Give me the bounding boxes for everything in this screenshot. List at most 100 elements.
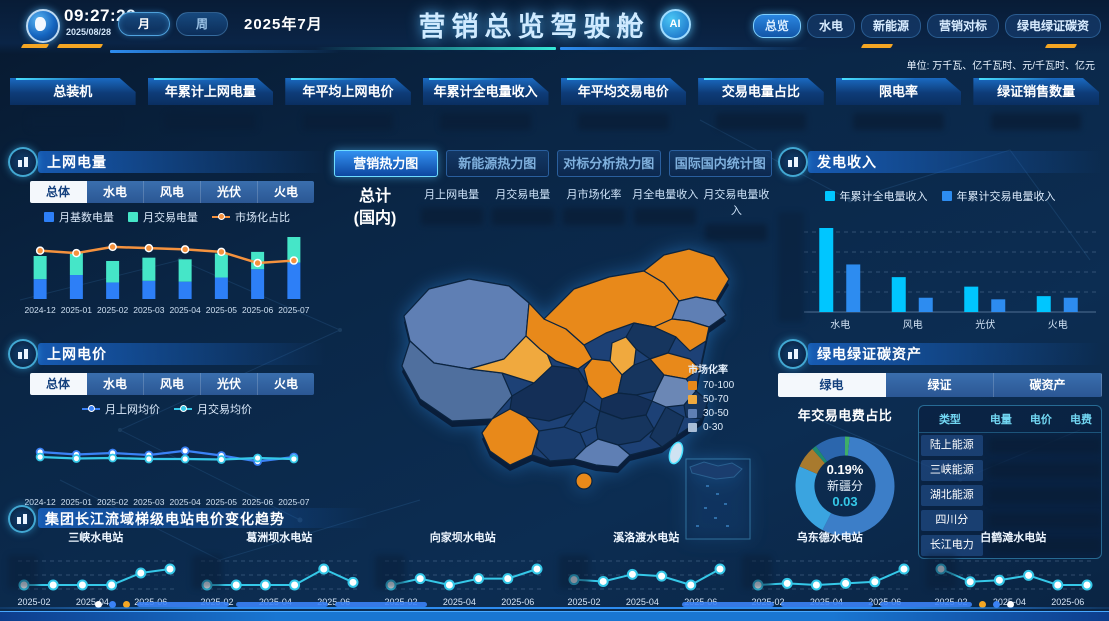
tab-benchmark-heatmap[interactable]: 对标分析热力图	[557, 150, 661, 177]
metric-grid-energy: 月上网电量	[416, 186, 487, 225]
pager-dot[interactable]	[95, 601, 102, 608]
kpi-total-capacity[interactable]: 总装机	[10, 78, 136, 105]
energy-legend: 月基数电量 月交易电量 市场化占比	[8, 209, 326, 225]
kpi-row: 总装机 年累计上网电量 年平均上网电价 年累计全电量收入 年平均交易电价 交易电…	[10, 78, 1099, 105]
svg-text:水电: 水电	[830, 318, 850, 331]
nav-tab-newenergy[interactable]: 新能源	[860, 14, 921, 38]
panel-header-strip	[38, 343, 326, 365]
units-note: 单位: 万千瓦、亿千瓦时、元/千瓦时、亿元	[906, 61, 1095, 72]
green-assets-table[interactable]: 类型 电量 电价 电费 陆上能源 三峡能源 湖北能源 四川分 长江电力 新疆分	[918, 405, 1102, 559]
pager-dash[interactable]	[335, 602, 427, 607]
tab-price-total[interactable]: 总体	[30, 373, 87, 395]
kpi-avg-trade-price[interactable]: 年平均交易电价	[561, 78, 687, 105]
green-tabs: 绿电 绿证 碳资产	[778, 373, 1102, 397]
tab-energy-wind[interactable]: 风电	[144, 181, 201, 203]
trade-fee-donut-chart[interactable]	[789, 430, 901, 542]
table-row[interactable]: 陆上能源	[919, 433, 1101, 458]
tab-energy-solar[interactable]: 光伏	[201, 181, 258, 203]
market-rate-legend: 市场化率 70-100 50-70 30-50 0-30	[688, 365, 735, 433]
pager-right[interactable]	[682, 601, 1014, 608]
period-month-button[interactable]: 月	[118, 12, 170, 36]
kpi-avg-grid-price[interactable]: 年平均上网电价	[285, 78, 411, 105]
china-choropleth-map[interactable]	[334, 241, 772, 543]
donut-center-label: 0.19% 新疆分 0.03	[826, 462, 864, 509]
south-china-sea-inset	[685, 458, 751, 540]
tab-energy-total[interactable]: 总体	[30, 181, 87, 203]
price-legend: 月上网均价 月交易均价	[8, 401, 326, 417]
svg-text:2025-03: 2025-03	[133, 305, 164, 315]
panel-title: 上网电量	[47, 154, 107, 170]
table-row[interactable]: 三峡能源	[919, 458, 1101, 483]
kpi-trade-ratio[interactable]: 交易电量占比	[698, 78, 824, 105]
pager-dot[interactable]	[993, 601, 1000, 608]
legend-swatch	[44, 212, 54, 222]
panel-title: 绿电绿证碳资产	[817, 346, 922, 362]
pager-dot[interactable]	[979, 601, 986, 608]
kpi-ytd-grid-energy[interactable]: 年累计上网电量	[148, 78, 274, 105]
tab-marketing-heatmap[interactable]: 营销热力图	[334, 150, 438, 177]
app-logo-icon	[26, 9, 60, 43]
pager-dash[interactable]	[682, 602, 774, 607]
nav-tab-benchmark[interactable]: 营销对标	[926, 14, 999, 38]
tab-price-wind[interactable]: 风电	[144, 373, 201, 395]
pager-dot[interactable]	[1007, 601, 1014, 608]
kpi-curtailment-rate[interactable]: 限电率	[836, 78, 962, 105]
total-label: 总计 (国内)	[353, 188, 397, 227]
svg-text:2025-07: 2025-07	[278, 305, 309, 315]
panel-header-strip	[808, 151, 1102, 173]
svg-text:2025-02: 2025-02	[97, 497, 128, 507]
svg-text:2024-12: 2024-12	[25, 305, 56, 315]
tab-price-thermal[interactable]: 火电	[258, 373, 314, 395]
nav-tab-hydro[interactable]: 水电	[806, 14, 855, 38]
table-row[interactable]: 四川分	[919, 508, 1101, 533]
tab-energy-thermal[interactable]: 火电	[258, 181, 314, 203]
tab-price-solar[interactable]: 光伏	[201, 373, 258, 395]
ai-badge[interactable]: AI	[659, 9, 691, 40]
tab-newenergy-heatmap[interactable]: 新能源热力图	[445, 150, 549, 177]
tab-energy-hydro[interactable]: 水电	[87, 181, 144, 203]
tab-intl-domestic-stats[interactable]: 国际国内统计图	[668, 150, 772, 177]
tab-price-hydro[interactable]: 水电	[87, 373, 144, 395]
tab-carbon-asset[interactable]: 碳资产	[994, 373, 1102, 397]
pager-dash[interactable]	[781, 602, 873, 607]
table-row[interactable]: 长江电力	[919, 533, 1101, 558]
page-title: 营销总览驾驶舱	[418, 12, 650, 42]
pager-dot[interactable]	[109, 601, 116, 608]
price-panel-icon	[8, 339, 38, 369]
panel-gen-income: 发电收入 年累计全电量收入 年累计交易电量收入 水电 风电 光伏 火电	[778, 147, 1102, 347]
panel-header-strip	[38, 151, 326, 173]
decorative-dash	[20, 44, 50, 48]
svg-text:2025-02: 2025-02	[97, 305, 128, 315]
kpi-green-cert-sales[interactable]: 绿证销售数量	[973, 78, 1099, 105]
legend-line-swatch	[212, 213, 230, 221]
legend-swatch	[688, 409, 697, 418]
pager-left[interactable]	[95, 601, 427, 608]
bottom-bar	[0, 611, 1109, 621]
legend-swatch	[688, 381, 697, 390]
table-row[interactable]: 湖北能源	[919, 483, 1101, 508]
green-panel-icon	[778, 339, 808, 369]
tab-green-cert[interactable]: 绿证	[886, 373, 994, 397]
tab-green-power[interactable]: 绿电	[778, 373, 886, 397]
kpi-ytd-total-income[interactable]: 年累计全电量收入	[423, 78, 549, 105]
decorative-line	[316, 47, 556, 50]
svg-text:2025-05: 2025-05	[206, 305, 237, 315]
svg-text:2024-12: 2024-12	[25, 497, 56, 507]
pager-dash[interactable]	[236, 602, 328, 607]
metric-trade-income: 月交易电量收入	[701, 186, 772, 241]
svg-text:火电: 火电	[1048, 318, 1068, 331]
svg-text:2025-02: 2025-02	[17, 597, 50, 607]
pager-dash[interactable]	[137, 602, 229, 607]
legend-swatch	[128, 212, 138, 222]
pager-dash[interactable]	[880, 602, 972, 607]
nav-tab-overview[interactable]: 总览	[752, 14, 801, 38]
pager-dot[interactable]	[123, 601, 130, 608]
period-week-button[interactable]: 周	[176, 12, 228, 36]
decorative-dash	[1044, 44, 1078, 48]
panel-title: 发电收入	[817, 154, 877, 170]
legend-line-swatch	[174, 405, 192, 413]
nav-tab-green[interactable]: 绿电绿证碳资	[1004, 14, 1101, 38]
svg-text:2025-04: 2025-04	[76, 597, 109, 607]
